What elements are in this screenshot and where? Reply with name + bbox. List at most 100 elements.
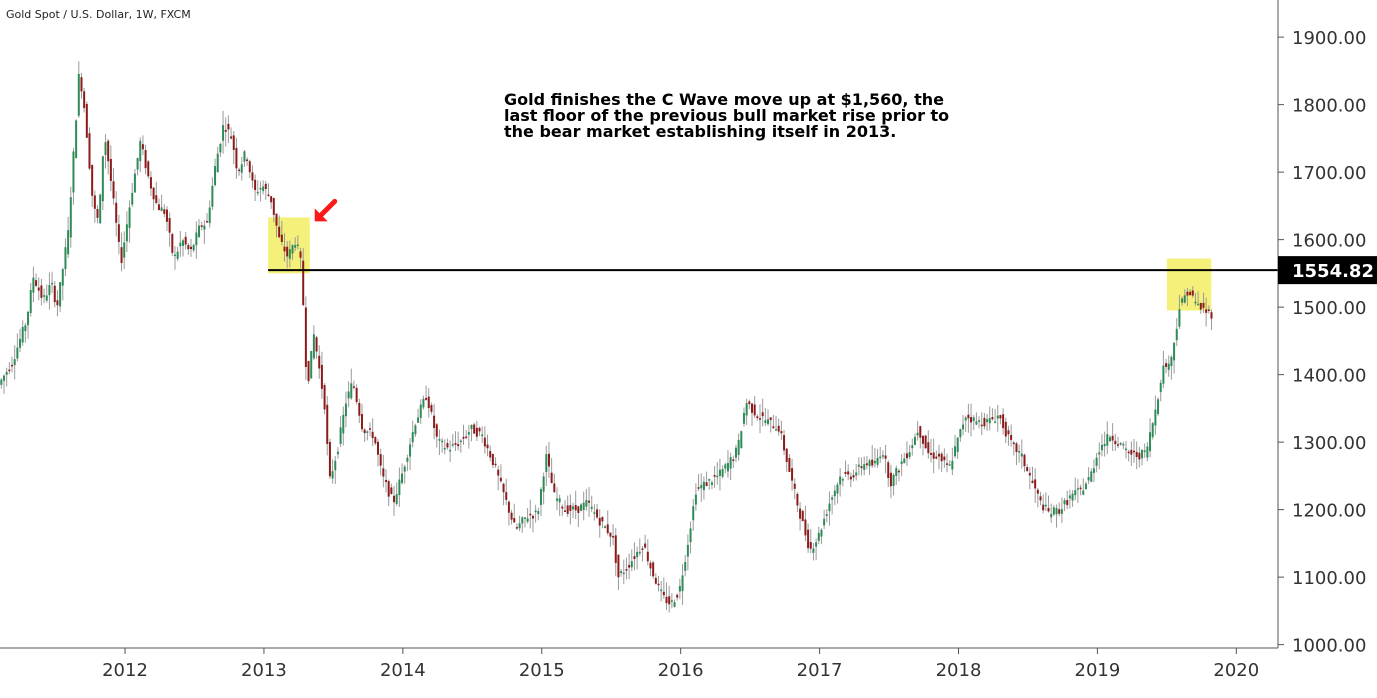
candle-body [1036,489,1039,494]
candle-body [716,475,719,478]
candle-body [783,435,786,451]
candle-body [598,517,601,526]
candle-body [382,468,385,477]
candle-body [857,464,860,467]
candle-body [871,459,874,466]
candle-body [569,505,572,511]
candle-body [588,500,591,503]
candle-body [753,404,756,416]
candle-body [764,420,767,423]
price-axis[interactable]: 1000.00 1100.00 1200.00 1300.00 1400.00 1500.… [1277,0,1366,657]
candle-body [772,426,775,429]
candle-body [155,195,158,203]
candle-body [115,202,118,223]
candle-body [510,512,513,520]
candle-body [1002,414,1005,429]
candle-body [497,469,500,476]
price-tick-label: 1000.00 [1292,636,1366,657]
candle-body [1082,490,1085,495]
candle-body [547,453,550,467]
candle-body [390,487,393,494]
candle-body [72,151,75,193]
chart-annotation: Gold finishes the C Wave move up at $1,5… [504,92,1024,140]
candle-body [414,425,417,435]
candle-body [793,483,796,489]
candle-body [900,461,903,465]
candle-body [903,458,906,464]
candle-body [1071,493,1074,501]
candle-body [948,464,951,466]
candle-body [726,463,729,472]
candle-body [296,244,299,246]
candle-body [1095,457,1098,466]
candle-body [427,396,430,409]
candle-body [889,472,892,487]
candle-body [1178,309,1181,327]
candle-body [1210,312,1213,319]
candle-body [430,405,433,412]
candle-body [561,506,564,509]
candle-body [462,436,465,439]
candle-body [1173,342,1176,361]
candle-body [908,452,911,458]
candle-body [1004,421,1007,437]
candle-body [684,562,687,571]
candle-body [665,596,668,604]
candle-body [75,120,78,159]
candle-body [107,140,110,162]
candle-body [355,387,358,402]
time-tick-label: 2018 [936,660,982,681]
candle-body [312,334,315,359]
candle-body [240,164,243,173]
candle-body [264,183,267,189]
candle-body [681,575,684,592]
candle-body [660,589,663,592]
candle-body [507,501,510,513]
candle-body [211,185,214,207]
price-tick-label: 1500.00 [1292,298,1366,319]
candle-body [256,191,259,194]
price-label-bg [1278,256,1377,285]
candle-body [799,508,802,519]
candle-body [873,460,876,464]
candle-body [494,463,497,466]
candle-body [123,242,126,258]
candle-body [694,494,697,505]
red-arrow-icon [314,198,338,222]
candle-body [1194,301,1197,304]
candle-body [652,562,655,577]
candle-body [713,475,716,477]
candle-body [962,424,965,430]
candle-body [828,503,831,512]
candle-body [144,150,147,169]
candle-body [1020,453,1023,457]
candle-body [775,429,778,431]
candle-body [326,404,329,445]
candle-body [149,177,152,189]
candle-body [737,439,740,455]
candle-body [542,476,545,492]
candle-body [470,424,473,430]
candle-body [887,462,890,479]
candle-body [1087,477,1090,481]
time-axis[interactable]: 2012 2013 2014 2015 2016 2017 2018 2019 2020 [0,647,1278,681]
candle-body [29,289,32,313]
candle-body [275,213,278,226]
candle-body [622,572,625,575]
candle-body [633,556,636,560]
candle-body [839,476,842,485]
candle-body [403,466,406,472]
candle-body [195,232,198,246]
candle-body [572,506,575,510]
candle-body [1055,507,1058,515]
candle-body [847,471,850,475]
candle-body [64,247,67,269]
candle-body [1197,303,1200,306]
candle-body [374,437,377,444]
candle-body [91,164,94,196]
candle-body [849,476,852,480]
candle-body [702,481,705,491]
candle-body [710,482,713,485]
candle-body [176,251,179,259]
